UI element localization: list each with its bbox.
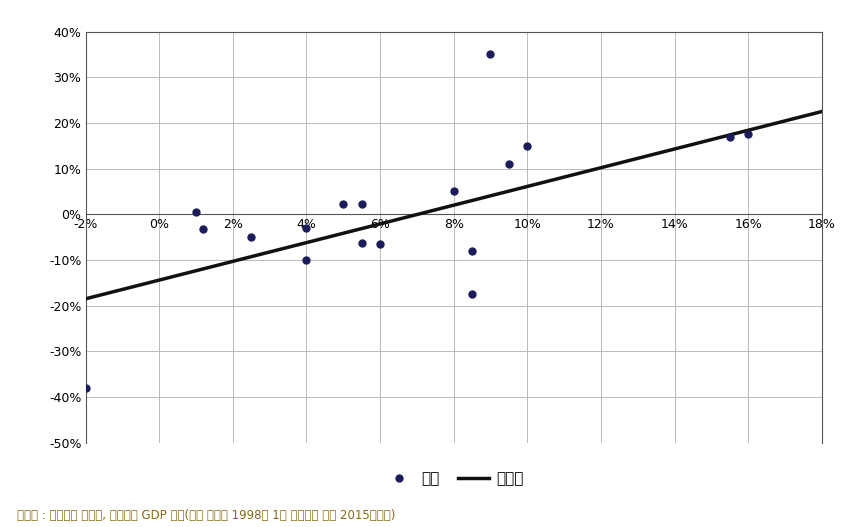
Point [373, 240, 387, 248]
Point [520, 142, 534, 150]
Point [189, 208, 203, 216]
Point [447, 187, 461, 196]
Point [79, 384, 92, 392]
Text: 자료원 : 제일기획 광고비, 한국은행 GDP 통계(분석 기간은 1998년 1차 외환위기 이후 2015년까지): 자료원 : 제일기획 광고비, 한국은행 GDP 통계(분석 기간은 1998년… [17, 509, 395, 522]
Point [354, 238, 368, 247]
Point [354, 200, 368, 209]
Point [502, 160, 515, 168]
Point [484, 50, 497, 58]
Point [197, 225, 211, 233]
Legend: 신문, 추정식: 신문, 추정식 [377, 465, 530, 493]
Point [741, 130, 755, 139]
Point [336, 200, 350, 209]
Point [300, 256, 313, 264]
Point [245, 233, 259, 241]
Point [466, 290, 479, 298]
Point [722, 132, 736, 141]
Point [300, 224, 313, 232]
Point [466, 247, 479, 255]
